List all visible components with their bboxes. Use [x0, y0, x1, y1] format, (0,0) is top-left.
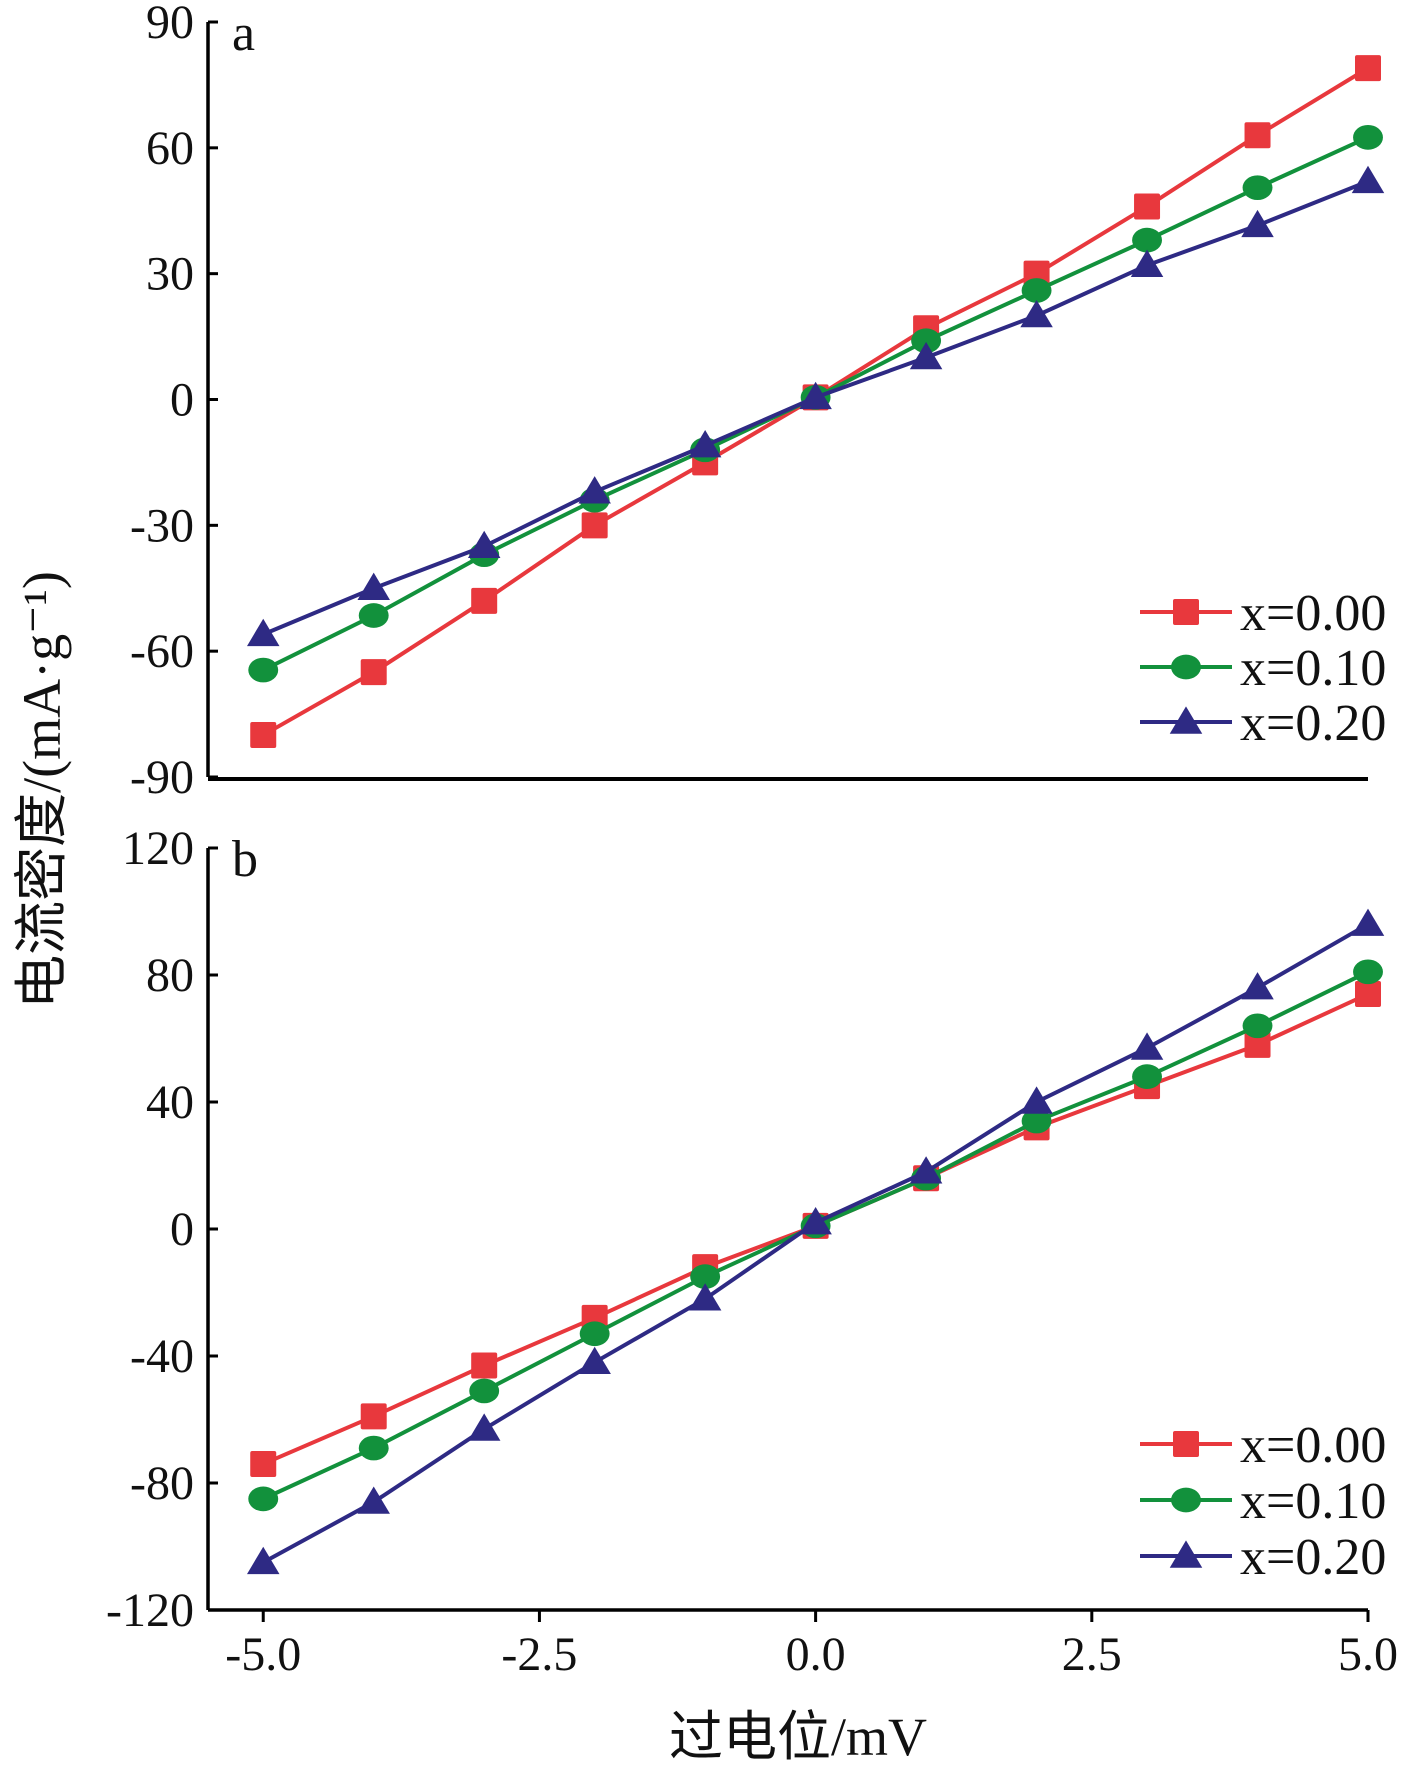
data-point	[250, 722, 277, 749]
x-tick-label: -5.0	[225, 1628, 301, 1681]
legend-marker	[1171, 654, 1201, 680]
data-point	[1241, 972, 1274, 1000]
data-point	[1244, 1031, 1271, 1058]
data-point	[1353, 124, 1383, 150]
legend-marker	[1171, 1487, 1201, 1513]
data-point	[360, 659, 387, 686]
data-point	[246, 1546, 280, 1575]
y-tick-label: 0	[170, 1203, 194, 1256]
data-point	[358, 1435, 389, 1461]
panel-label: a	[232, 5, 255, 62]
legend-label: x=0.00	[1240, 1417, 1386, 1474]
y-tick-label: 120	[122, 822, 194, 875]
data-point	[1130, 1032, 1164, 1060]
data-point	[799, 1207, 832, 1235]
data-point	[1351, 165, 1385, 194]
legend-label: x=0.20	[1240, 1529, 1386, 1586]
data-point	[1132, 1064, 1162, 1089]
data-point	[248, 657, 279, 683]
data-point	[1355, 55, 1381, 82]
data-point	[357, 1486, 390, 1514]
data-point	[467, 1413, 501, 1441]
data-point	[471, 587, 498, 614]
y-tick-label: 40	[146, 1076, 194, 1129]
data-point	[799, 381, 832, 410]
y-tick-label: 0	[170, 374, 194, 427]
y-tick-label: -60	[130, 625, 194, 678]
legend-label: x=0.10	[1240, 1473, 1386, 1530]
data-point	[250, 1450, 277, 1477]
x-tick-label: 0.0	[786, 1628, 846, 1681]
data-point	[688, 430, 722, 458]
data-point	[360, 1403, 387, 1430]
data-point	[1242, 175, 1273, 201]
y-tick-label: -90	[130, 751, 194, 804]
panel-label: b	[232, 831, 258, 888]
legend-label: x=0.10	[1240, 640, 1386, 697]
data-point	[1134, 193, 1161, 220]
y-tick-label: 60	[146, 122, 194, 175]
legend-marker	[1169, 1540, 1203, 1568]
data-point	[911, 328, 942, 354]
data-point	[581, 512, 608, 539]
data-point	[357, 572, 390, 600]
panel-a: 90 60 30 0 -30 -60 -90 a x=0.00x=0.10x=0.20	[130, 0, 1386, 804]
data-point	[1132, 227, 1162, 253]
data-point	[1020, 300, 1053, 328]
data-point	[1242, 1013, 1273, 1039]
panel-b: 120 80 40 0 -40 -80 -120 b x=0.00x=0.10x=0.20 -5.…	[106, 822, 1398, 1681]
data-point	[358, 603, 389, 628]
data-point	[578, 476, 611, 504]
x-axis-title: 过电位/mV	[669, 1707, 927, 1767]
data-point	[690, 1264, 721, 1289]
data-point	[471, 1352, 498, 1379]
data-point	[1130, 249, 1164, 277]
data-point	[1355, 981, 1381, 1008]
data-point	[578, 1346, 611, 1375]
data-point	[1021, 1108, 1052, 1134]
y-tick-label: 80	[146, 949, 194, 1002]
data-point	[909, 341, 943, 370]
y-axis-title: 电流密度/(mA·g⁻¹)	[12, 571, 72, 1009]
data-point	[1351, 908, 1385, 936]
data-point	[469, 1378, 500, 1404]
legend-label: x=0.20	[1240, 695, 1386, 752]
data-point	[248, 1486, 279, 1512]
y-tick-label: -40	[130, 1330, 194, 1383]
y-tick-label: -80	[130, 1457, 194, 1510]
x-tick-label: 5.0	[1338, 1628, 1398, 1681]
y-tick-label: 30	[146, 248, 194, 301]
data-point	[1353, 959, 1383, 985]
data-point	[688, 1283, 722, 1311]
data-point	[1020, 1086, 1053, 1114]
data-point	[246, 618, 280, 647]
data-point	[909, 1156, 943, 1184]
x-tick-label: 2.5	[1062, 1628, 1122, 1681]
legend-marker	[1169, 706, 1203, 734]
legend-marker	[1173, 1431, 1199, 1457]
data-point	[1241, 209, 1274, 238]
y-tick-label: -30	[130, 499, 194, 552]
legend-label: x=0.00	[1240, 585, 1386, 642]
series-line-2	[262, 922, 1369, 1565]
y-tick-label: 90	[146, 0, 194, 49]
data-point	[579, 1321, 610, 1347]
y-tick-label: -120	[106, 1584, 194, 1637]
x-tick-label: -2.5	[501, 1628, 577, 1681]
data-point	[1244, 122, 1271, 149]
legend-marker	[1173, 599, 1199, 625]
data-point	[467, 530, 501, 559]
data-point	[1021, 278, 1052, 303]
